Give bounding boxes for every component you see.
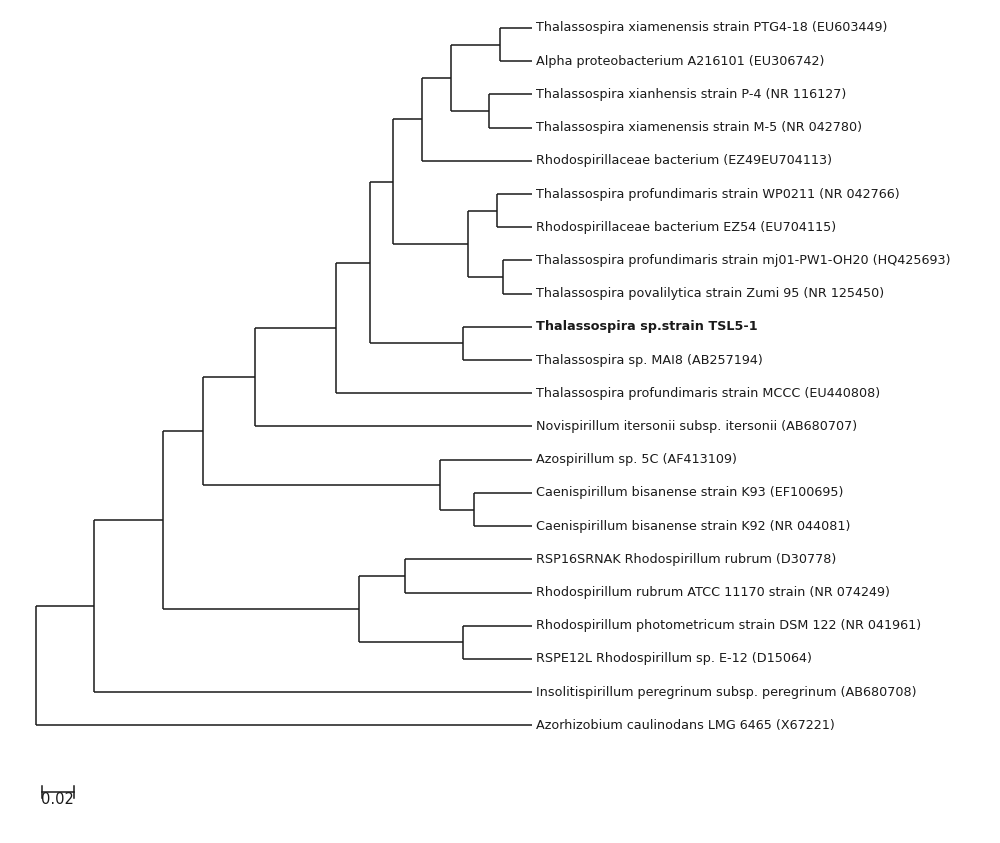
Text: Alpha proteobacterium A216101 (EU306742): Alpha proteobacterium A216101 (EU306742) — [536, 55, 825, 67]
Text: Caenispirillum bisanense strain K92 (NR 044081): Caenispirillum bisanense strain K92 (NR … — [536, 519, 851, 533]
Text: 0.02: 0.02 — [41, 792, 74, 807]
Text: Insolitispirillum peregrinum subsp. peregrinum (AB680708): Insolitispirillum peregrinum subsp. pere… — [536, 685, 917, 699]
Text: Thalassospira profundimaris strain WP0211 (NR 042766): Thalassospira profundimaris strain WP021… — [536, 187, 900, 201]
Text: Rhodospirillum rubrum ATCC 11170 strain (NR 074249): Rhodospirillum rubrum ATCC 11170 strain … — [536, 586, 890, 599]
Text: Thalassospira xiamenensis strain M-5 (NR 042780): Thalassospira xiamenensis strain M-5 (NR… — [536, 121, 862, 134]
Text: RSP16SRNAK Rhodospirillum rubrum (D30778): RSP16SRNAK Rhodospirillum rubrum (D30778… — [536, 553, 837, 566]
Text: Azospirillum sp. 5C (AF413109): Azospirillum sp. 5C (AF413109) — [536, 454, 737, 466]
Text: Novispirillum itersonii subsp. itersonii (AB680707): Novispirillum itersonii subsp. itersonii… — [536, 420, 858, 433]
Text: Azorhizobium caulinodans LMG 6465 (X67221): Azorhizobium caulinodans LMG 6465 (X6722… — [536, 719, 835, 732]
Text: Thalassospira sp.strain TSL5-1: Thalassospira sp.strain TSL5-1 — [536, 320, 758, 333]
Text: Thalassospira povalilytica strain Zumi 95 (NR 125450): Thalassospira povalilytica strain Zumi 9… — [536, 287, 885, 300]
Text: RSPE12L Rhodospirillum sp. E-12 (D15064): RSPE12L Rhodospirillum sp. E-12 (D15064) — [536, 652, 812, 665]
Text: Rhodospirillaceae bacterium EZ54 (EU704115): Rhodospirillaceae bacterium EZ54 (EU7041… — [536, 221, 837, 234]
Text: Thalassospira profundimaris strain MCCC (EU440808): Thalassospira profundimaris strain MCCC … — [536, 387, 881, 400]
Text: Thalassospira sp. MAI8 (AB257194): Thalassospira sp. MAI8 (AB257194) — [536, 353, 763, 367]
Text: Thalassospira xianhensis strain P-4 (NR 116127): Thalassospira xianhensis strain P-4 (NR … — [536, 88, 847, 101]
Text: Rhodospirillum photometricum strain DSM 122 (NR 041961): Rhodospirillum photometricum strain DSM … — [536, 620, 922, 632]
Text: Thalassospira xiamenensis strain PTG4-18 (EU603449): Thalassospira xiamenensis strain PTG4-18… — [536, 21, 888, 35]
Text: Rhodospirillaceae bacterium (EZ49EU704113): Rhodospirillaceae bacterium (EZ49EU70411… — [536, 154, 832, 167]
Text: Caenispirillum bisanense strain K93 (EF100695): Caenispirillum bisanense strain K93 (EF1… — [536, 486, 844, 499]
Text: Thalassospira profundimaris strain mj01-PW1-OH20 (HQ425693): Thalassospira profundimaris strain mj01-… — [536, 254, 951, 267]
